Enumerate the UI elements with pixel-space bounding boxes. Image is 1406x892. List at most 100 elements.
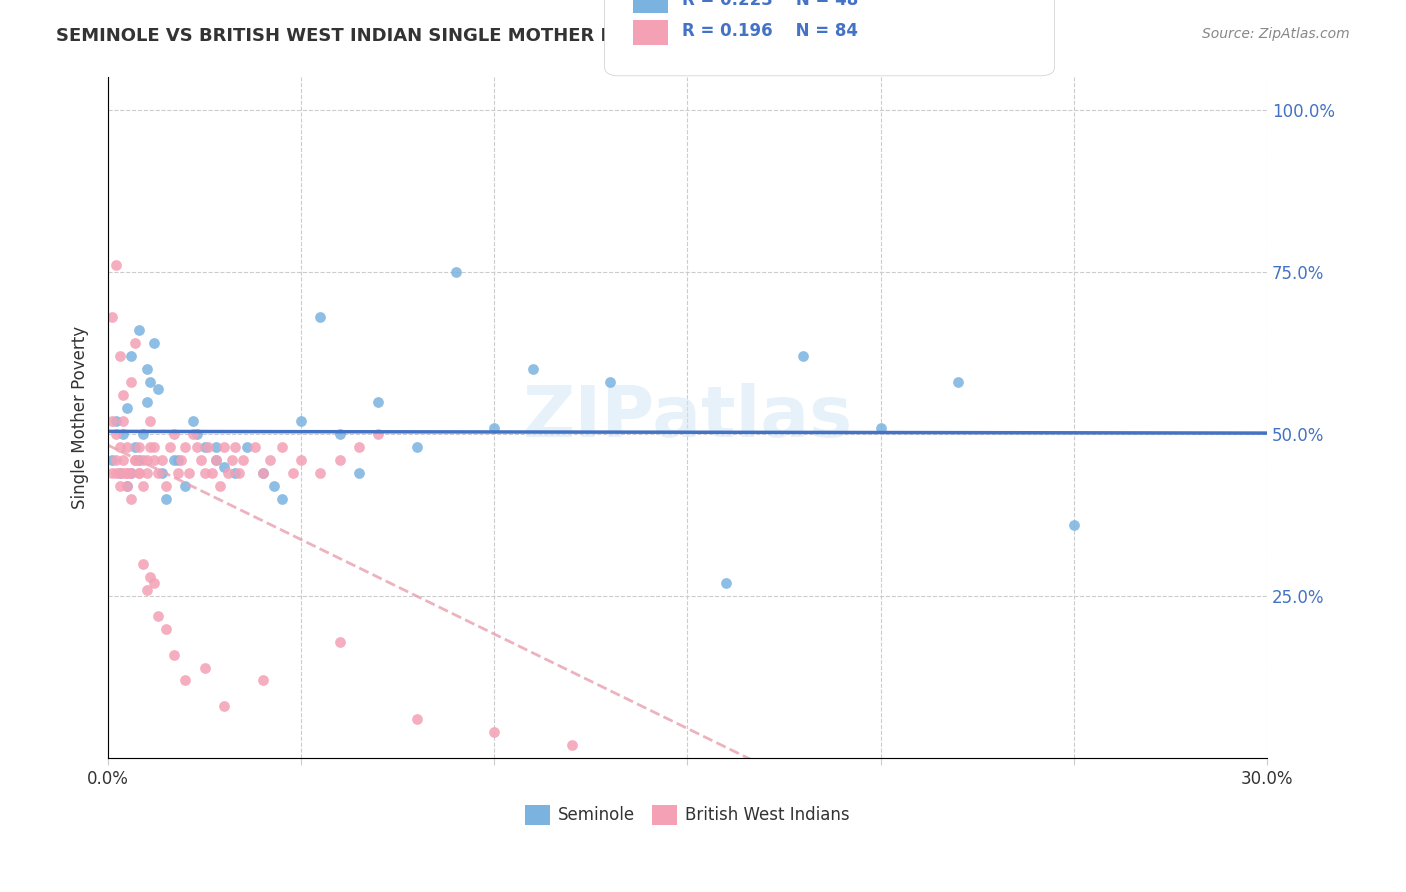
Point (148, 382, 170, 396)
Text: SEMINOLE VS BRITISH WEST INDIAN SINGLE MOTHER POVERTY CORRELATION CHART: SEMINOLE VS BRITISH WEST INDIAN SINGLE M… (56, 27, 915, 45)
Point (217, 466, 239, 480)
Point (212, 459, 235, 474)
Point (135, 466, 157, 480)
Point (181, 427, 204, 442)
Legend: Seminole, British West Indians: Seminole, British West Indians (519, 798, 856, 831)
Point (484, 725, 506, 739)
Point (117, 466, 139, 480)
Point (120, 375, 142, 389)
Point (104, 414, 127, 428)
Point (232, 453, 254, 467)
Point (112, 466, 135, 480)
Point (124, 453, 146, 467)
Point (112, 388, 135, 402)
Point (236, 440, 259, 454)
Point (444, 265, 467, 279)
Point (139, 440, 162, 454)
Point (946, 375, 969, 389)
Point (205, 453, 228, 467)
Point (112, 427, 135, 442)
Point (205, 453, 228, 467)
Point (101, 453, 124, 467)
Point (101, 466, 124, 480)
Point (243, 440, 266, 454)
Point (367, 427, 389, 442)
Point (561, 739, 583, 753)
Point (224, 466, 246, 480)
Point (143, 440, 166, 454)
Point (148, 466, 170, 480)
Point (522, 362, 544, 376)
Point (120, 466, 142, 480)
Point (197, 440, 219, 454)
Point (201, 466, 224, 480)
Point (155, 622, 177, 636)
Point (181, 414, 204, 428)
Point (212, 699, 235, 714)
Point (135, 362, 157, 376)
Point (221, 453, 243, 467)
Point (170, 453, 193, 467)
Point (120, 349, 142, 363)
Point (108, 349, 131, 363)
Point (174, 479, 197, 493)
Point (135, 453, 157, 467)
Point (143, 576, 166, 591)
Point (252, 466, 274, 480)
Point (135, 582, 157, 597)
Point (128, 466, 150, 480)
Point (174, 440, 197, 454)
Point (193, 660, 215, 674)
Point (132, 557, 155, 571)
Point (406, 713, 429, 727)
Point (166, 453, 188, 467)
Point (347, 440, 370, 454)
Point (104, 427, 127, 442)
Point (252, 673, 274, 688)
Point (309, 310, 332, 325)
Point (347, 466, 370, 480)
Point (108, 479, 131, 493)
Point (124, 336, 146, 351)
Point (329, 634, 352, 648)
Point (163, 648, 186, 662)
Point (139, 375, 162, 389)
Point (132, 453, 155, 467)
Point (367, 394, 389, 409)
Point (252, 466, 274, 480)
Point (174, 673, 197, 688)
Point (104, 259, 127, 273)
Point (128, 466, 150, 480)
Point (159, 440, 181, 454)
Point (193, 466, 215, 480)
Point (193, 440, 215, 454)
Point (139, 570, 162, 584)
Point (150, 466, 173, 480)
Point (155, 491, 177, 506)
Point (112, 453, 135, 467)
Point (270, 491, 292, 506)
Point (135, 394, 157, 409)
Point (186, 427, 208, 442)
Point (139, 414, 162, 428)
Point (329, 453, 352, 467)
Point (143, 453, 166, 467)
Text: R = 0.196    N = 84: R = 0.196 N = 84 (682, 22, 858, 40)
Point (117, 440, 139, 454)
Point (128, 453, 150, 467)
Point (120, 466, 142, 480)
Point (869, 420, 891, 434)
Point (259, 453, 281, 467)
Point (406, 440, 429, 454)
Text: Source: ZipAtlas.com: Source: ZipAtlas.com (1202, 27, 1350, 41)
Point (290, 414, 312, 428)
Point (124, 453, 146, 467)
Point (117, 466, 139, 480)
Point (1063, 517, 1085, 532)
Point (108, 466, 131, 480)
Point (101, 414, 124, 428)
Point (117, 401, 139, 416)
Point (205, 440, 228, 454)
Point (108, 440, 131, 454)
Point (148, 608, 170, 623)
